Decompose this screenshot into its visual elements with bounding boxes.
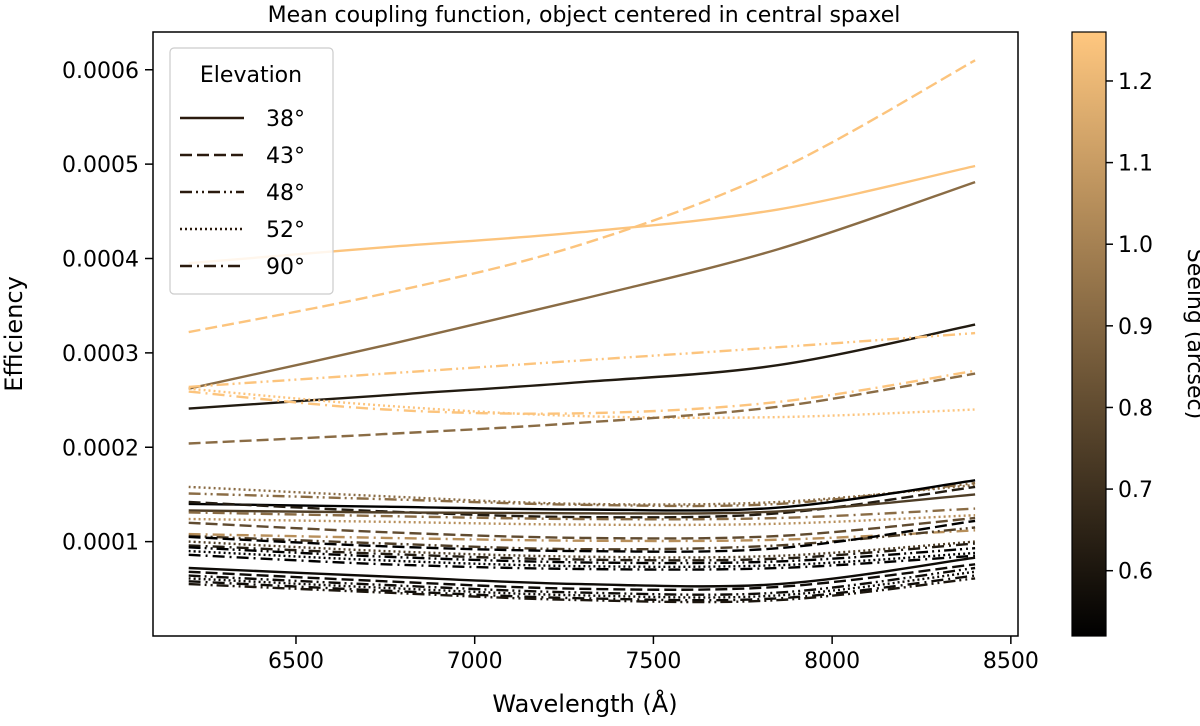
x-tick-label: 7500 xyxy=(625,649,681,674)
colorbar-tick-label: 1.1 xyxy=(1118,152,1153,177)
series-line-21 xyxy=(188,542,976,562)
plot-frame xyxy=(152,31,1019,637)
y-tick-label: 0.0002 xyxy=(62,436,139,461)
y-tick-label: 0.0005 xyxy=(62,153,139,178)
legend-label-4: 52° xyxy=(266,218,305,243)
colorbar-tick-label: 0.7 xyxy=(1118,478,1153,503)
legend-label-2: 43° xyxy=(266,144,305,169)
x-tick-label: 8500 xyxy=(983,649,1039,674)
x-axis-label: Wavelength (Å) xyxy=(492,689,677,718)
x-tick-label: 7000 xyxy=(447,649,503,674)
series-line-6 xyxy=(188,369,976,415)
series-line-17 xyxy=(188,529,976,543)
series-line-14 xyxy=(188,507,976,521)
series-line-12 xyxy=(188,485,976,519)
series-line-25 xyxy=(188,556,976,588)
x-tick-label: 6500 xyxy=(268,649,324,674)
series-line-4 xyxy=(188,323,976,410)
legend-label-1: 38° xyxy=(266,107,305,132)
y-axis-label: Efficiency xyxy=(0,276,28,392)
x-axis-ticks: 6500 7000 7500 8000 8500 xyxy=(268,636,1039,674)
colorbar-tick-label: 0.8 xyxy=(1118,396,1153,421)
series-line-8 xyxy=(188,372,976,445)
series-line-3 xyxy=(188,180,976,390)
series-line-30 xyxy=(188,577,976,604)
series-line-29 xyxy=(188,574,976,602)
colorbar-tick-label: 1.2 xyxy=(1118,70,1153,95)
colorbar: 0.6 0.7 0.8 0.9 1.0 1.1 1.2 Seeing (arcsec) xyxy=(1071,31,1200,637)
y-tick-label: 0.0006 xyxy=(62,59,139,84)
colorbar-gradient xyxy=(1071,31,1107,637)
colorbar-tick-label: 1.0 xyxy=(1118,233,1153,258)
series-layer xyxy=(188,59,976,604)
series-line-24 xyxy=(188,553,976,571)
legend-box xyxy=(169,47,334,295)
series-line-26 xyxy=(188,563,976,591)
series-line-2 xyxy=(188,59,976,334)
colorbar-label: Seeing (arcsec) xyxy=(1182,249,1200,419)
legend-title: Elevation xyxy=(200,63,302,88)
legend: Elevation 38° 43° 48° 52° 90° xyxy=(169,47,334,295)
y-axis-ticks: 0.0001 0.0002 0.0003 0.0004 0.0005 0.0006 xyxy=(62,59,153,556)
series-line-5 xyxy=(188,331,976,389)
x-tick-label: 8000 xyxy=(804,649,860,674)
y-tick-label: 0.0004 xyxy=(62,248,139,273)
legend-label-3: 48° xyxy=(266,181,305,206)
series-line-16 xyxy=(188,516,976,540)
legend-label-5: 90° xyxy=(266,255,305,280)
colorbar-tick-label: 0.9 xyxy=(1118,315,1153,340)
colorbar-ticks: 0.6 0.7 0.8 0.9 1.0 1.1 1.2 xyxy=(1106,70,1153,585)
y-tick-label: 0.0003 xyxy=(62,342,139,367)
series-line-19 xyxy=(188,519,976,553)
series-line-13 xyxy=(188,493,976,515)
series-line-11 xyxy=(188,479,976,512)
colorbar-tick-label: 0.6 xyxy=(1118,560,1153,585)
series-line-9 xyxy=(188,483,976,506)
series-line-22 xyxy=(188,546,976,565)
series-line-27 xyxy=(188,566,976,596)
series-line-18 xyxy=(188,526,976,551)
y-tick-label: 0.0001 xyxy=(62,531,139,556)
series-line-10 xyxy=(188,481,976,508)
chart-title: Mean coupling function, object centered … xyxy=(268,3,901,28)
legend-entries: 38° 43° 48° 52° 90° xyxy=(180,107,305,280)
